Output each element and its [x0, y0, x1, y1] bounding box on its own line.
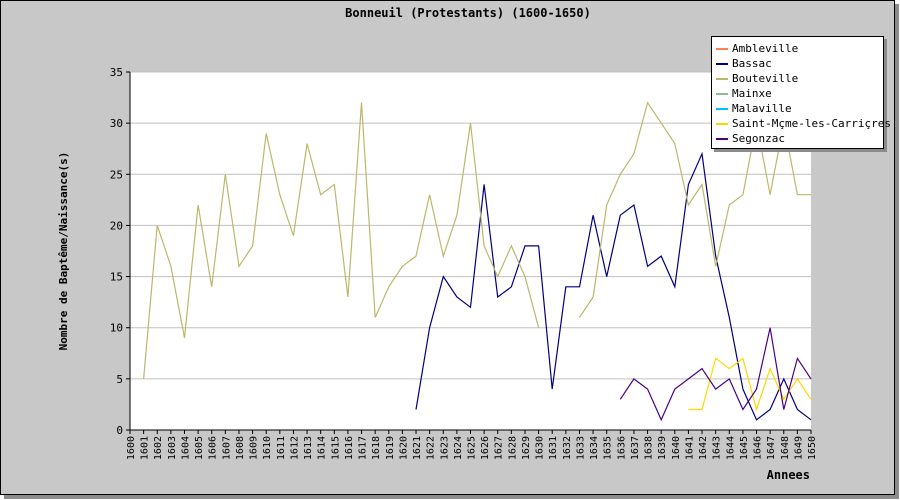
x-tick-label: 1647 — [766, 436, 777, 460]
legend-label: Ambleville — [732, 42, 799, 55]
x-tick-label: 1640 — [671, 436, 682, 460]
x-tick-label: 1611 — [276, 436, 287, 460]
chart-title: Bonneuil (Protestants) (1600-1650) — [345, 6, 591, 20]
y-tick-label: 25 — [110, 168, 123, 181]
y-tick-label: 0 — [116, 424, 123, 437]
x-tick-label: 1606 — [208, 436, 219, 460]
x-tick-label: 1601 — [140, 436, 151, 460]
x-tick-label: 1644 — [725, 436, 736, 460]
x-tick-label: 1626 — [480, 436, 491, 460]
legend-label: Segonzac — [732, 132, 785, 145]
y-axis-ticks: 0 5 10 15 20 25 30 35 — [110, 66, 130, 437]
y-axis-label: Nombre de Baptême/Naissance(s) — [57, 152, 70, 351]
x-axis-label: Annees — [767, 468, 810, 482]
legend-label: Mainxe — [732, 87, 772, 100]
y-tick-label: 35 — [110, 66, 123, 79]
y-tick-label: 20 — [110, 219, 123, 232]
x-tick-label: 1645 — [739, 436, 750, 460]
x-tick-label: 1638 — [644, 436, 655, 460]
x-tick-label: 1608 — [235, 436, 246, 460]
series-line-bouteville — [579, 101, 811, 318]
series-line-segonzac — [619, 327, 812, 422]
x-tick-label: 1605 — [194, 436, 205, 460]
x-tick-label: 1619 — [385, 436, 396, 460]
plot-area — [130, 72, 811, 430]
legend-swatch — [716, 47, 728, 50]
legend: Ambleville Bassac Bouteville Mainxe Malavill… — [711, 36, 891, 149]
legend-item-bassac: Bassac — [716, 56, 772, 71]
x-tick-label: 1646 — [753, 436, 764, 460]
x-tick-label: 1617 — [358, 436, 369, 460]
x-tick-label: 1649 — [793, 436, 804, 460]
x-tick-label: 1614 — [317, 436, 328, 460]
y-tick-label: 10 — [110, 322, 123, 335]
x-tick-label: 1633 — [575, 436, 586, 460]
x-tick-label: 1610 — [262, 436, 273, 460]
legend-swatch — [716, 62, 728, 65]
x-tick-label: 1642 — [698, 436, 709, 460]
x-tick-label: 1639 — [657, 436, 668, 460]
y-tick-label: 30 — [110, 117, 123, 130]
x-tick-label: 1622 — [426, 436, 437, 460]
x-tick-label: 1627 — [494, 436, 505, 460]
legend-swatch — [716, 122, 728, 125]
x-tick-label: 1612 — [289, 436, 300, 460]
x-tick-label: 1630 — [535, 436, 546, 460]
legend-swatch — [716, 137, 728, 140]
x-tick-label: 1600 — [126, 436, 137, 460]
legend-label: Saint-Mçme-les-Carriçres — [732, 117, 891, 130]
x-tick-label: 1635 — [603, 436, 614, 460]
x-tick-label: 1609 — [249, 436, 260, 460]
x-tick-label: 1631 — [548, 436, 559, 460]
x-tick-label: 1618 — [371, 436, 382, 460]
legend-item-segonzac: Segonzac — [716, 131, 785, 146]
x-tick-label: 1615 — [330, 436, 341, 460]
x-tick-label: 1625 — [467, 436, 478, 460]
legend-swatch — [716, 107, 728, 110]
legend-item-bouteville: Bouteville — [716, 71, 798, 86]
legend-item-malaville: Malaville — [716, 101, 792, 116]
legend-item-ambleville: Ambleville — [716, 41, 798, 56]
x-tick-label: 1648 — [780, 436, 791, 460]
x-tick-label: 1628 — [507, 436, 518, 460]
x-tick-label: 1602 — [153, 436, 164, 460]
series-line-bassac — [415, 151, 812, 421]
legend-swatch — [716, 92, 728, 95]
x-tick-label: 1613 — [303, 436, 314, 460]
legend-label: Bouteville — [732, 72, 799, 85]
legend-item-saint-m-me-les-carri-res: Saint-Mçme-les-Carriçres — [716, 116, 891, 131]
series-lines — [143, 101, 812, 422]
legend-item-mainxe: Mainxe — [716, 86, 772, 101]
x-tick-label: 1620 — [398, 436, 409, 460]
x-tick-label: 1632 — [562, 436, 573, 460]
x-tick-label: 1624 — [453, 436, 464, 460]
legend-swatch — [716, 77, 728, 80]
series-line-bouteville — [143, 102, 540, 379]
legend-label: Bassac — [732, 57, 772, 70]
x-tick-label: 1603 — [167, 436, 178, 460]
x-tick-label: 1636 — [616, 436, 627, 460]
x-tick-label: 1629 — [521, 436, 532, 460]
x-tick-label: 1650 — [807, 436, 818, 460]
x-tick-label: 1634 — [589, 436, 600, 460]
x-tick-label: 1641 — [684, 436, 695, 460]
y-tick-label: 15 — [110, 271, 123, 284]
y-tick-label: 5 — [116, 373, 123, 386]
x-tick-label: 1623 — [439, 436, 450, 460]
legend-label: Malaville — [732, 102, 792, 115]
x-axis-ticks: 1600 1601 1602 1603 1604 1605 1606 1607 1608 1609… — [126, 430, 818, 460]
x-tick-label: 1616 — [344, 436, 355, 460]
x-tick-label: 1621 — [412, 436, 423, 460]
x-tick-label: 1643 — [712, 436, 723, 460]
series-line-saint-m-me-les-carri-res — [688, 357, 812, 412]
x-tick-label: 1607 — [221, 436, 232, 460]
x-tick-label: 1604 — [180, 436, 191, 460]
x-tick-label: 1637 — [630, 436, 641, 460]
